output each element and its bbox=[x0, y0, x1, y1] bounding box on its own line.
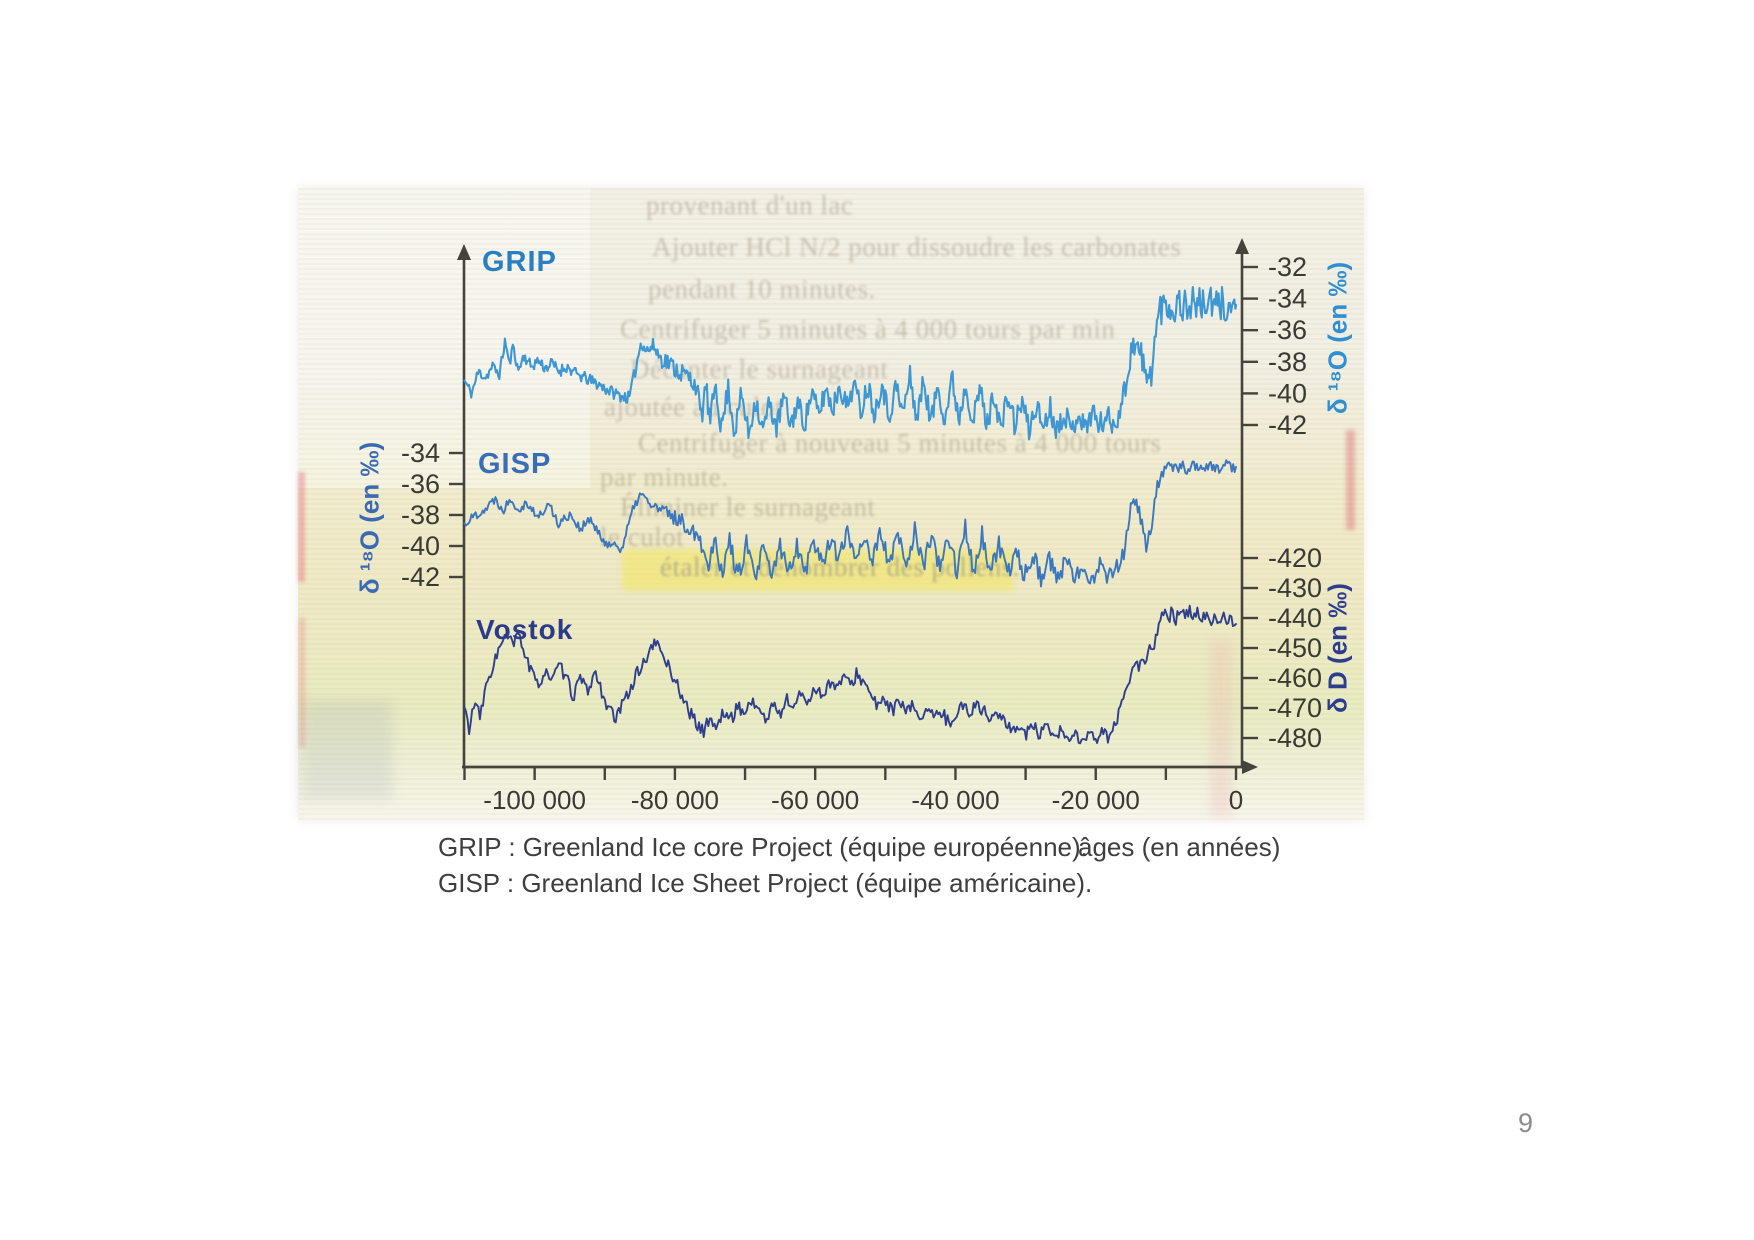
scan-artifact-red-right bbox=[1346, 430, 1355, 530]
scan-artifact-pink-band-right bbox=[1210, 640, 1232, 816]
right-axis-label-d18o: δ ¹⁸O (en ‰) bbox=[1322, 261, 1353, 415]
caption-grip: GRIP : Greenland Ice core Project (équip… bbox=[438, 832, 1088, 862]
scan-artifact-pink-left2 bbox=[299, 618, 305, 748]
scan-artifact-smudge-bottomleft bbox=[302, 700, 392, 800]
vostok-series-label: Vostok bbox=[476, 614, 574, 645]
yellow-highlight-band bbox=[622, 549, 1014, 591]
caption-gisp: GISP : Greenland Ice Sheet Project (équi… bbox=[438, 868, 1093, 898]
left-axis-label-d18o: δ ¹⁸O (en ‰) bbox=[354, 441, 385, 595]
scan-texture bbox=[298, 188, 1364, 820]
x-axis-title: âges (en années) bbox=[1078, 832, 1281, 862]
grip-series-label: GRIP bbox=[482, 246, 557, 278]
page-number: 9 bbox=[1518, 1108, 1534, 1138]
right-axis-label-dd: δ D (en ‰) bbox=[1322, 583, 1353, 713]
scanned-figure-background bbox=[298, 188, 1364, 820]
gisp-series-label: GISP bbox=[478, 448, 552, 480]
scan-artifact-pink-left bbox=[298, 472, 305, 582]
